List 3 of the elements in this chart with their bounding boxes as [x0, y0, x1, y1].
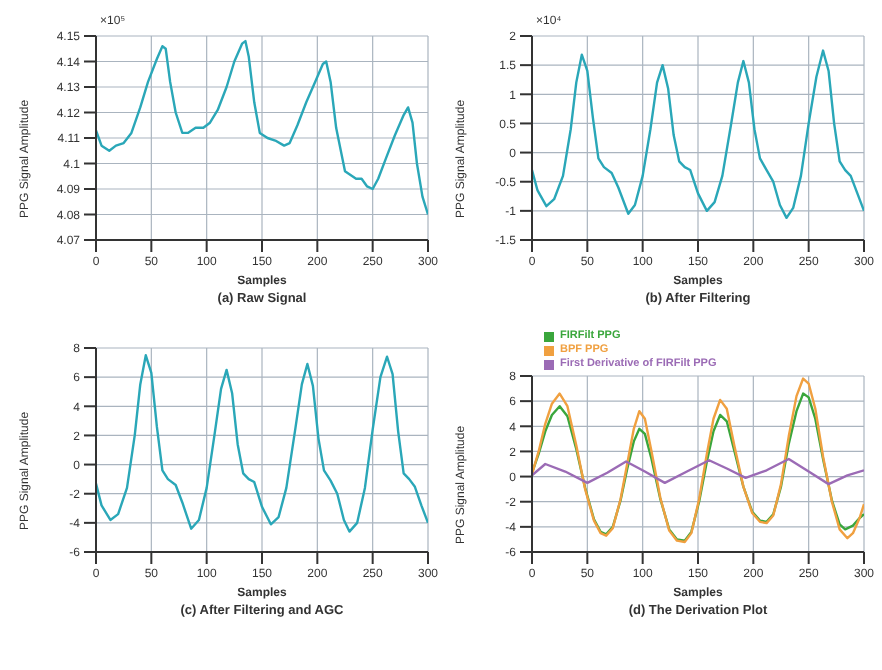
line-series — [96, 354, 428, 533]
line-series — [532, 49, 864, 220]
line-series — [532, 457, 864, 486]
